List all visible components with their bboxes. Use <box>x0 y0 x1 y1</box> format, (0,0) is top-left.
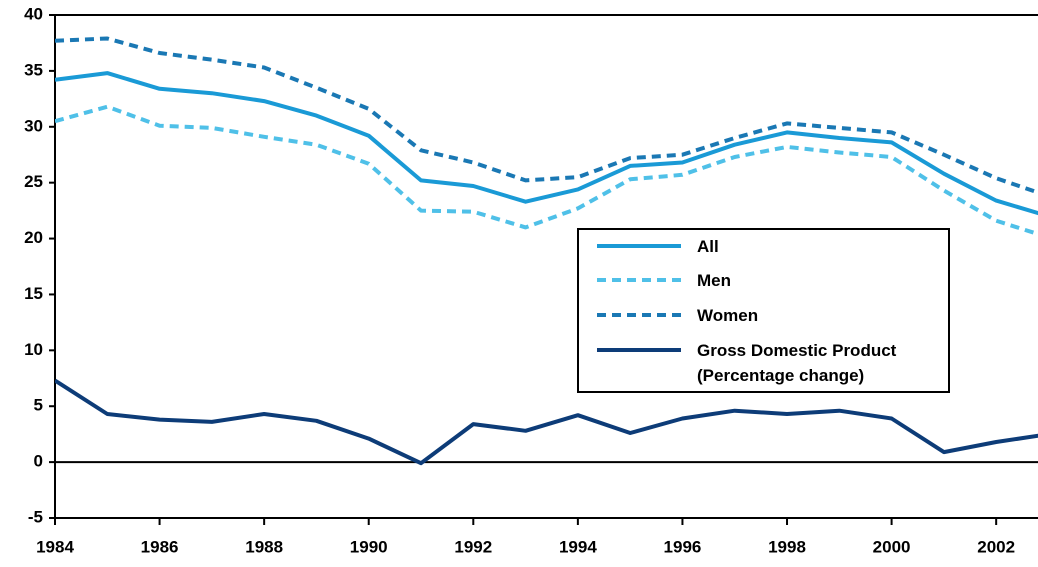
x-tick-label: 1992 <box>454 537 492 556</box>
x-tick-label: 1986 <box>141 537 179 556</box>
legend-label: Women <box>697 306 759 325</box>
legend-swatch <box>597 313 681 317</box>
legend-item: Men <box>597 270 731 293</box>
legend-item: Women <box>597 305 758 328</box>
legend-item: Gross Domestic Product (Percentage chang… <box>597 340 896 388</box>
y-tick-label: 25 <box>24 172 43 191</box>
series-line <box>55 104 1038 237</box>
x-tick-label: 1996 <box>664 537 702 556</box>
legend-label: Men <box>697 271 731 290</box>
x-tick-label: 1994 <box>559 537 597 556</box>
series-line <box>55 36 1038 195</box>
plot-lines <box>55 36 1038 466</box>
y-tick-label: -5 <box>28 507 43 526</box>
legend-swatch <box>597 278 681 282</box>
legend-swatch <box>597 348 681 352</box>
legend: All Men Women Gross Domestic Product (Perce… <box>577 228 950 393</box>
y-tick-label: 30 <box>24 116 43 135</box>
y-tick-label: 0 <box>34 452 43 471</box>
x-tick-label: 1984 <box>36 537 74 556</box>
legend-label: All <box>697 237 719 256</box>
legend-label: Gross Domestic Product (Percentage chang… <box>697 341 897 385</box>
series-line <box>55 71 1038 216</box>
y-tick-label: 20 <box>24 228 43 247</box>
y-tick-label: 10 <box>24 340 43 359</box>
series-line <box>55 378 1038 466</box>
legend-swatch <box>597 244 681 248</box>
y-tick-label: 40 <box>24 4 43 23</box>
y-tick-label: 35 <box>24 60 43 79</box>
x-tick-label: 2000 <box>873 537 911 556</box>
y-tick-label: 5 <box>34 396 43 415</box>
x-tick-label: 1990 <box>350 537 388 556</box>
x-tick-label: 2002 <box>977 537 1015 556</box>
x-tick-label: 1998 <box>768 537 806 556</box>
y-tick-label: 15 <box>24 284 43 303</box>
x-tick-label: 1988 <box>245 537 283 556</box>
legend-item: All <box>597 236 719 259</box>
